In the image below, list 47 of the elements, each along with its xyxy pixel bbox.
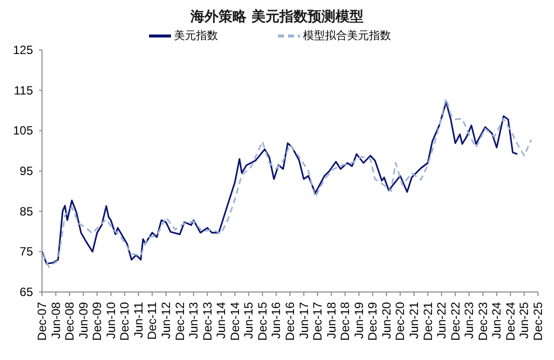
x-tick-label: Jun-16 <box>269 302 284 339</box>
x-tick-label: Jun-08 <box>48 302 63 339</box>
x-tick-label: Dec-25 <box>531 302 545 341</box>
x-tick-label: Dec-09 <box>90 302 104 341</box>
x-tick-label: Jun-13 <box>186 302 201 339</box>
x-tick-label: Jun-25 <box>517 302 532 339</box>
x-tick-label: Dec-17 <box>310 302 325 341</box>
x-tick-label: Dec-18 <box>338 302 352 341</box>
y-tick-label: 95 <box>20 164 34 178</box>
x-tick-label: Dec-15 <box>255 302 270 341</box>
x-tick-label: Jun-18 <box>324 302 338 339</box>
x-tick-label: Jun-17 <box>296 302 311 339</box>
x-tick-label: Dec-07 <box>35 302 49 341</box>
x-tick-label: Dec-20 <box>393 302 408 341</box>
x-tick-label: Dec-11 <box>145 302 160 340</box>
x-tick-label: Dec-16 <box>283 302 297 341</box>
x-tick-label: Jun-23 <box>462 302 476 339</box>
legend-label: 美元指数 <box>174 28 218 43</box>
y-tick-label: 65 <box>20 285 34 299</box>
x-tick-label: Jun-09 <box>76 302 90 339</box>
y-tick-label: 125 <box>12 43 34 57</box>
x-tick-label: Jun-11 <box>131 302 146 338</box>
x-tick-label: Jun-15 <box>242 302 256 339</box>
x-tick-label: Dec-24 <box>503 302 518 341</box>
x-tick-label: Jun-12 <box>159 302 173 339</box>
legend-label: 模型拟合美元指数 <box>303 28 391 43</box>
x-tick-label: Jun-22 <box>434 302 449 339</box>
x-tick-label: Dec-14 <box>228 302 242 341</box>
x-tick-label: Jun-10 <box>104 302 118 339</box>
x-tick-label: Dec-08 <box>62 302 77 341</box>
x-tick-label: Jun-14 <box>214 302 228 339</box>
x-tick-label: Dec-10 <box>118 302 132 341</box>
x-tick-label: Dec-19 <box>366 302 380 341</box>
x-tick-label: Dec-23 <box>476 302 490 341</box>
x-tick-label: Dec-22 <box>448 302 462 341</box>
y-tick-label: 75 <box>20 244 34 259</box>
chart-title: 海外策略 美元指数预测模型 <box>190 8 364 27</box>
x-tick-label: Jun-19 <box>352 302 366 339</box>
x-tick-label: Jun-24 <box>490 302 504 339</box>
x-tick-label: Dec-12 <box>172 302 187 341</box>
x-tick-label: Dec-13 <box>200 302 214 341</box>
y-tick-label: 105 <box>12 124 34 138</box>
x-tick-label: Jun-21 <box>407 302 421 339</box>
y-tick-label: 85 <box>20 204 34 218</box>
y-tick-label: 115 <box>14 83 34 98</box>
x-tick-label: Dec-21 <box>420 302 435 341</box>
x-tick-label: Jun-20 <box>379 302 394 339</box>
